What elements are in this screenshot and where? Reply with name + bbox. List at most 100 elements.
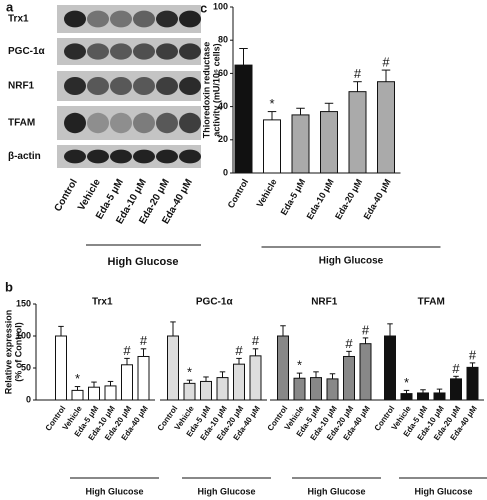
blot-band [87, 43, 109, 60]
bar [137, 355, 150, 401]
blot-band [64, 112, 86, 134]
x-tick-label: Eda-20 μM [333, 177, 364, 221]
y-tick-label: 0 [26, 394, 31, 404]
blot-band [110, 43, 132, 60]
y-axis-label: Relative expression [3, 310, 13, 395]
bar [466, 366, 479, 401]
group-label: High Glucose [85, 486, 143, 496]
bar [326, 378, 339, 401]
chart-title: NRF1 [311, 297, 338, 308]
y-tick-label: 40 [218, 101, 228, 111]
blot-row-label: TFAM [8, 118, 35, 129]
panel-label: a [6, 0, 14, 14]
bar [343, 355, 355, 401]
y-tick-label: 20 [218, 134, 228, 144]
blot-band [87, 112, 109, 134]
y-tick-label: 100 [16, 330, 31, 340]
blot-band [156, 43, 178, 60]
blot-band [133, 112, 155, 134]
bar [348, 91, 367, 174]
blot-band [87, 149, 109, 164]
significance-marker: # [345, 336, 353, 351]
x-tick-label: Vehicle [255, 177, 279, 209]
significance-marker: * [404, 375, 409, 390]
bar [167, 335, 179, 401]
bar [293, 377, 306, 401]
blot-band [64, 10, 86, 28]
significance-marker: * [297, 358, 302, 373]
bar [400, 393, 413, 401]
bar [277, 335, 289, 401]
blot-band [179, 43, 201, 60]
significance-marker: * [75, 371, 80, 386]
bar [71, 389, 84, 401]
y-tick-label: 50 [21, 362, 31, 372]
blot-band [156, 112, 178, 134]
blot-band [179, 77, 201, 95]
bar [450, 378, 462, 401]
bar [200, 380, 212, 401]
bar [310, 377, 322, 401]
blot-band [133, 77, 155, 95]
y-axis-label: activity (mU/10⁶ cells) [211, 43, 221, 136]
x-tick-label: Control [226, 177, 251, 210]
panel-label: c [200, 0, 207, 15]
significance-marker: # [235, 343, 243, 358]
x-tick-label: Eda-5 μM [279, 177, 308, 217]
blot-row-label: PGC-1α [8, 46, 46, 57]
blot-band [64, 43, 86, 60]
significance-marker: # [354, 66, 362, 81]
y-tick-label: 100 [213, 1, 228, 11]
bar [233, 363, 245, 401]
chart-title: TFAM [418, 297, 445, 308]
blot-band [64, 149, 86, 164]
blot-band [87, 10, 109, 28]
blot-band [156, 10, 178, 28]
blot-row-label: NRF1 [8, 81, 35, 92]
bar [377, 81, 395, 174]
group-label: High Glucose [197, 486, 255, 496]
significance-marker: # [362, 322, 370, 337]
blot-band [179, 112, 201, 134]
blot-band [156, 149, 178, 164]
blot-band [179, 10, 201, 28]
bar [121, 364, 133, 401]
bar [88, 386, 100, 401]
bar [320, 111, 338, 174]
significance-marker: * [187, 365, 192, 380]
bar [384, 335, 396, 401]
blot-band [110, 112, 132, 134]
y-tick-label: 150 [16, 298, 31, 308]
bar [359, 343, 372, 401]
y-tick-label: 60 [218, 68, 228, 78]
blot-band [110, 77, 132, 95]
bar [249, 355, 262, 401]
blot-band [133, 10, 155, 28]
significance-marker: # [382, 55, 390, 70]
panel-label: b [5, 279, 13, 294]
bar [104, 385, 117, 401]
blot-band [87, 77, 109, 95]
bar [263, 119, 281, 174]
significance-marker: * [269, 96, 274, 111]
group-label: High Glucose [108, 256, 179, 268]
significance-marker: # [469, 347, 477, 362]
y-tick-label: 80 [218, 35, 228, 45]
x-tick-label: Eda-10 μM [305, 177, 336, 221]
bar [433, 392, 446, 401]
significance-marker: # [252, 333, 260, 348]
significance-marker: # [123, 343, 131, 358]
y-axis-label: Thioredoxin reductase [201, 42, 211, 139]
blot-row-label: β-actin [8, 151, 41, 162]
chart-title: Trx1 [92, 297, 113, 308]
group-label: High Glucose [319, 256, 384, 267]
group-label: High Glucose [414, 486, 472, 496]
bar [216, 377, 229, 401]
significance-marker: # [452, 361, 460, 376]
blot-row-label: Trx1 [8, 14, 29, 25]
significance-marker: # [140, 333, 148, 348]
bar [183, 382, 196, 401]
bar [291, 114, 310, 174]
bar [234, 64, 253, 174]
